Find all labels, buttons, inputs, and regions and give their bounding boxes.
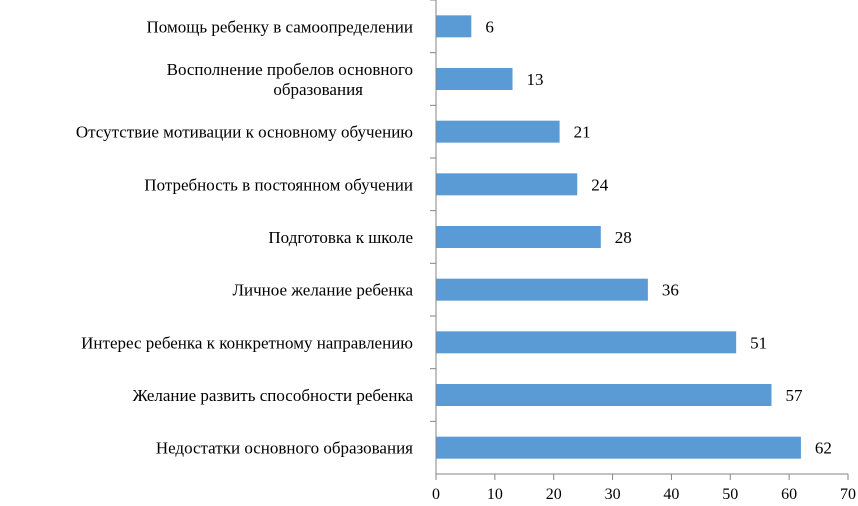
- data-label: 62: [815, 439, 832, 458]
- data-label: 6: [485, 17, 494, 36]
- x-tick-label: 70: [840, 486, 856, 503]
- category-label: Отсутствие мотивации к основному обучени…: [76, 123, 413, 142]
- x-tick-label: 60: [781, 486, 797, 503]
- bar: [436, 436, 801, 459]
- data-label: 36: [662, 281, 679, 300]
- data-label: 21: [574, 123, 591, 142]
- axes-group: 0 10 20 30 40 50 60 70: [430, 0, 856, 503]
- category-label: Недостатки основного образования: [156, 439, 413, 458]
- bar: [436, 331, 737, 354]
- data-label: 24: [591, 175, 609, 194]
- bar: [436, 173, 578, 196]
- bar: [436, 120, 560, 143]
- bar: [436, 384, 772, 406]
- category-label: Желание развить способности ребенка: [132, 386, 413, 405]
- category-label: Личное желание ребенка: [232, 281, 413, 300]
- x-tick-label: 20: [546, 486, 562, 503]
- x-tick-label: 30: [605, 486, 621, 503]
- category-label: Интерес ребенка к конкретному направлени…: [81, 333, 413, 352]
- x-tick-label: 40: [663, 486, 679, 503]
- category-label: Помощь ребенку в самоопределении: [147, 17, 413, 36]
- bar: [436, 15, 472, 38]
- bar: [436, 68, 513, 90]
- x-tick-label: 50: [722, 486, 738, 503]
- data-label: 28: [615, 228, 632, 247]
- category-label: Подготовка к школе: [268, 228, 413, 247]
- data-labels-group: 6 13 21 24 28 36 51 57 62: [485, 17, 832, 457]
- data-label: 57: [785, 386, 803, 405]
- category-labels-group: Помощь ребенку в самоопределении Восполне…: [76, 17, 414, 457]
- x-tick-label: 10: [487, 486, 503, 503]
- data-label: 13: [527, 70, 544, 89]
- bar: [436, 226, 601, 248]
- x-tick-label: 0: [432, 486, 440, 503]
- bars-group: [436, 15, 801, 459]
- bar: [436, 278, 648, 301]
- category-label: Восполнение пробелов основного образовани…: [167, 60, 413, 99]
- data-label: 51: [750, 333, 767, 352]
- category-label: Потребность в постоянном обучении: [144, 175, 413, 194]
